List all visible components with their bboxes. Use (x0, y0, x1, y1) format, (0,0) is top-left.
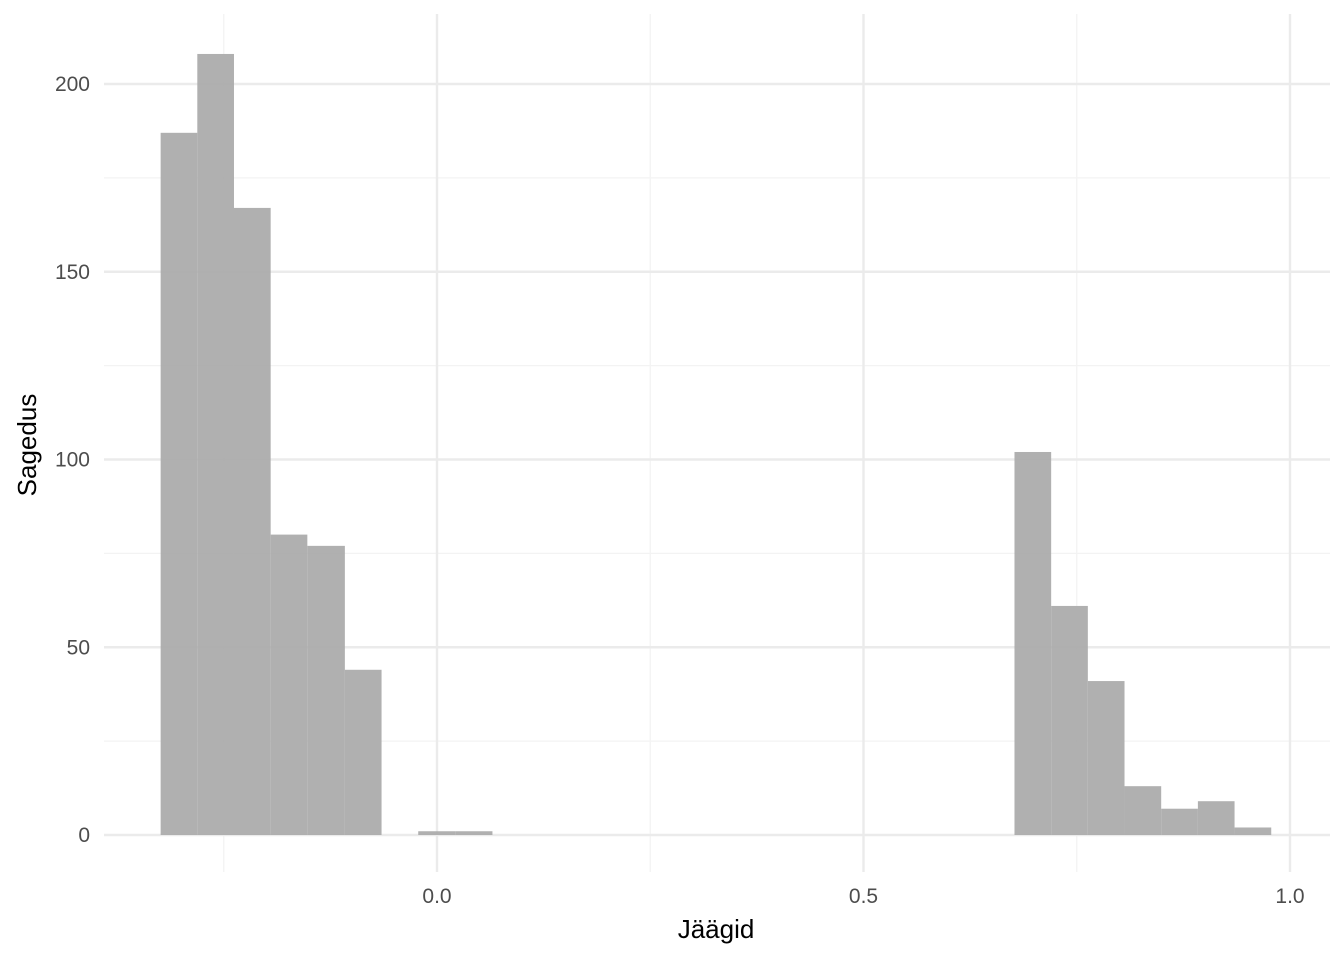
y-tick-label: 100 (55, 449, 90, 472)
x-axis-ticks: 0.0 0.5 1.0 (422, 885, 1304, 908)
histogram-bar (307, 545, 345, 835)
histogram-bar (1161, 808, 1198, 835)
histogram-bar (1234, 827, 1272, 835)
histogram-bar (270, 534, 308, 835)
histogram-bar (1197, 801, 1235, 835)
y-tick-label: 50 (67, 636, 90, 659)
y-tick-label: 150 (55, 261, 90, 284)
histogram-bar (233, 207, 271, 836)
y-tick-label: 200 (55, 73, 90, 96)
histogram-bar (1051, 605, 1088, 835)
histogram-bar (1014, 451, 1052, 835)
x-tick-label: 0.5 (849, 885, 878, 908)
histogram-bar (1124, 786, 1162, 835)
histogram-bar (418, 831, 456, 835)
histogram-bars (160, 53, 1272, 836)
histogram-bar (197, 53, 234, 835)
histogram-bar (344, 669, 382, 835)
x-tick-label: 1.0 (1275, 885, 1304, 908)
x-tick-label: 0.0 (422, 885, 451, 908)
y-axis-title: Sagedus (12, 394, 42, 497)
x-axis-title: Jäägid (678, 914, 755, 944)
histogram-bar (1087, 681, 1125, 835)
y-axis-ticks: 0 50 100 150 200 (55, 73, 90, 847)
histogram-bar (455, 831, 493, 835)
histogram-bar (160, 132, 198, 835)
y-tick-label: 0 (78, 824, 90, 847)
